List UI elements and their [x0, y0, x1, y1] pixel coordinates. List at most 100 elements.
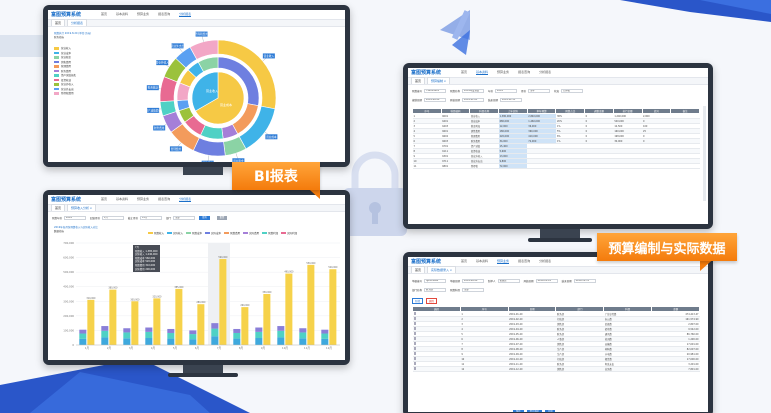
nav-item[interactable]: 首页	[101, 12, 108, 16]
action-button[interactable]: 关闭	[544, 410, 556, 412]
table-row[interactable]: 4 2019-04-20 财务部 招待费 9,542.00	[412, 326, 700, 332]
table-row[interactable]: 11 6801 所得税 72,000	[412, 163, 700, 169]
table-row[interactable]: 8 6111 投资收益 5,600	[412, 148, 700, 154]
row-checkbox[interactable]	[413, 317, 416, 320]
column-header[interactable]: 预算占比	[555, 108, 586, 114]
tab-budget[interactable]: 预算编制 x	[427, 77, 450, 84]
field-input[interactable]: YS2019001	[424, 89, 447, 93]
field-input[interactable]: 财务部	[424, 288, 447, 292]
legend-item[interactable]: 营业收入	[54, 46, 76, 51]
row-checkbox[interactable]	[413, 357, 416, 360]
tab-revenue[interactable]: 预算收入分析 x	[67, 204, 96, 211]
bar-actual-segment[interactable]	[189, 339, 197, 345]
query-button[interactable]: 查询	[199, 216, 210, 220]
column-header[interactable]: 执行金额	[612, 108, 643, 114]
bar-actual-segment[interactable]	[79, 333, 87, 339]
table-row[interactable]: 5 6602 管理费用 220,000 410,000 6% 0 198,000 0	[412, 133, 700, 139]
bar-actual-segment[interactable]	[145, 338, 153, 345]
row-checkbox[interactable]	[413, 367, 416, 370]
nav-item-active[interactable]: 分析报表	[179, 12, 192, 17]
action-button[interactable]: 提交审批	[526, 410, 542, 412]
nav-item[interactable]: 分析报表	[539, 259, 552, 263]
field-input[interactable]: 全部	[462, 288, 485, 292]
bar-actual-segment[interactable]	[255, 338, 263, 345]
bar-budget[interactable]	[241, 307, 249, 345]
bar-actual-segment[interactable]	[211, 328, 219, 337]
tab-home[interactable]: 首页	[411, 77, 426, 84]
table-row[interactable]: 3 2019-03-20 销售部 差旅费 2,807.00	[412, 321, 700, 327]
legend-item[interactable]: 营业税金	[54, 55, 76, 60]
donut-center-slice[interactable]	[191, 71, 219, 112]
bar-actual-segment[interactable]	[167, 328, 175, 333]
bar-budget[interactable]	[197, 304, 205, 345]
nav-item[interactable]: 首页	[461, 259, 468, 263]
bar-budget[interactable]	[87, 299, 95, 345]
table-row[interactable]: 7 6701 资产减值 15,400	[412, 143, 700, 149]
bar-budget[interactable]	[175, 288, 183, 345]
field-input[interactable]: 2019-12-31	[573, 279, 596, 283]
legend-item[interactable]: 预算收入	[148, 231, 164, 235]
nav-item[interactable]: 报表查询	[518, 70, 531, 74]
table-row[interactable]: 2 2019-02-20 行政部 办公费 161,574.90	[412, 316, 700, 322]
bar-actual-segment[interactable]	[233, 328, 241, 333]
bar-actual-segment[interactable]	[79, 338, 87, 345]
donut-inner-slice[interactable]	[197, 56, 219, 73]
table-row[interactable]: 8 2019-08-20 生产部 材料费 82,007.00	[412, 346, 700, 352]
field-input[interactable]: 2019	[495, 89, 518, 93]
field-input[interactable]: 2019-01-01	[462, 98, 485, 102]
row-checkbox[interactable]	[413, 312, 416, 315]
column-header[interactable]: 金额	[651, 306, 700, 312]
bar-actual-segment[interactable]	[101, 337, 109, 345]
tab-home[interactable]: 首页	[411, 266, 426, 273]
bar-budget[interactable]	[153, 298, 161, 345]
nav-item[interactable]: 基本资料	[116, 12, 129, 16]
legend-item[interactable]: 营业成本	[54, 51, 76, 56]
table-row[interactable]: 11 2019-11-20 财务部 利息支出 3,201.00	[412, 361, 700, 367]
bar-actual-segment[interactable]	[299, 338, 307, 345]
legend-item[interactable]: 预算费用	[224, 231, 240, 235]
nav-item[interactable]: 预算业务	[137, 12, 150, 16]
bar-actual-segment[interactable]	[123, 338, 131, 345]
field-input[interactable]: 2019-12-31	[500, 98, 523, 102]
column-header[interactable]: 本年预算	[526, 108, 557, 114]
row-checkbox[interactable]	[413, 342, 416, 345]
bar-budget[interactable]	[307, 264, 315, 345]
row-checkbox[interactable]	[413, 337, 416, 340]
field-input[interactable]: 全年	[528, 89, 551, 93]
nav-item[interactable]: 报表查询	[518, 259, 531, 263]
legend-item[interactable]: 预算成本	[186, 231, 202, 235]
bar-actual-segment[interactable]	[277, 326, 285, 331]
nav-item[interactable]: 报表查询	[158, 12, 171, 16]
nav-item[interactable]: 预算业务	[497, 70, 510, 74]
nav-item[interactable]: 基本资料	[476, 259, 489, 263]
nav-item-active[interactable]: 预算业务	[497, 259, 510, 264]
row-checkbox[interactable]	[413, 332, 416, 335]
action-button[interactable]: 保存	[513, 410, 524, 412]
bar-budget[interactable]	[109, 289, 117, 345]
nav-item-active[interactable]: 分析报表	[179, 197, 192, 202]
nav-item[interactable]: 基本资料	[116, 197, 129, 201]
nav-item[interactable]: 首页	[461, 70, 468, 74]
row-checkbox[interactable]	[413, 327, 416, 330]
reset-button[interactable]: 重置	[216, 216, 228, 220]
bar-budget[interactable]	[285, 273, 293, 345]
field-input[interactable]: 2019年度预算	[462, 89, 485, 93]
end-month-select[interactable]: 12月	[140, 216, 163, 220]
bar-actual-segment[interactable]	[167, 332, 175, 339]
table-row[interactable]: 2 6401 营业成本 680,000 1,460,000 20% 0 540,000 0	[412, 118, 700, 124]
add-row-button[interactable]: 新增	[412, 298, 424, 304]
table-row[interactable]: 6 2019-06-20 人事部 培训费 1,290.00	[412, 336, 700, 342]
bar-budget[interactable]	[329, 269, 337, 345]
legend-item[interactable]: 所得税费用	[54, 91, 76, 96]
legend-item[interactable]: 管理费用	[54, 64, 76, 69]
nav-item[interactable]: 首页	[101, 197, 108, 201]
bar-actual-segment[interactable]	[189, 334, 197, 340]
table-row[interactable]: 5 2019-05-20 财务部 通讯费 86,760.00	[412, 331, 700, 337]
legend-item[interactable]: 实际收入	[167, 231, 183, 235]
bar-actual-segment[interactable]	[277, 330, 285, 338]
nav-item[interactable]: 报表查询	[158, 197, 171, 201]
table-row[interactable]: 9 6301 营业外收入 13,000	[412, 153, 700, 159]
bar-actual-segment[interactable]	[211, 336, 219, 345]
legend-item[interactable]: 预算利润	[262, 231, 278, 235]
nav-item-active[interactable]: 基本资料	[476, 70, 489, 75]
